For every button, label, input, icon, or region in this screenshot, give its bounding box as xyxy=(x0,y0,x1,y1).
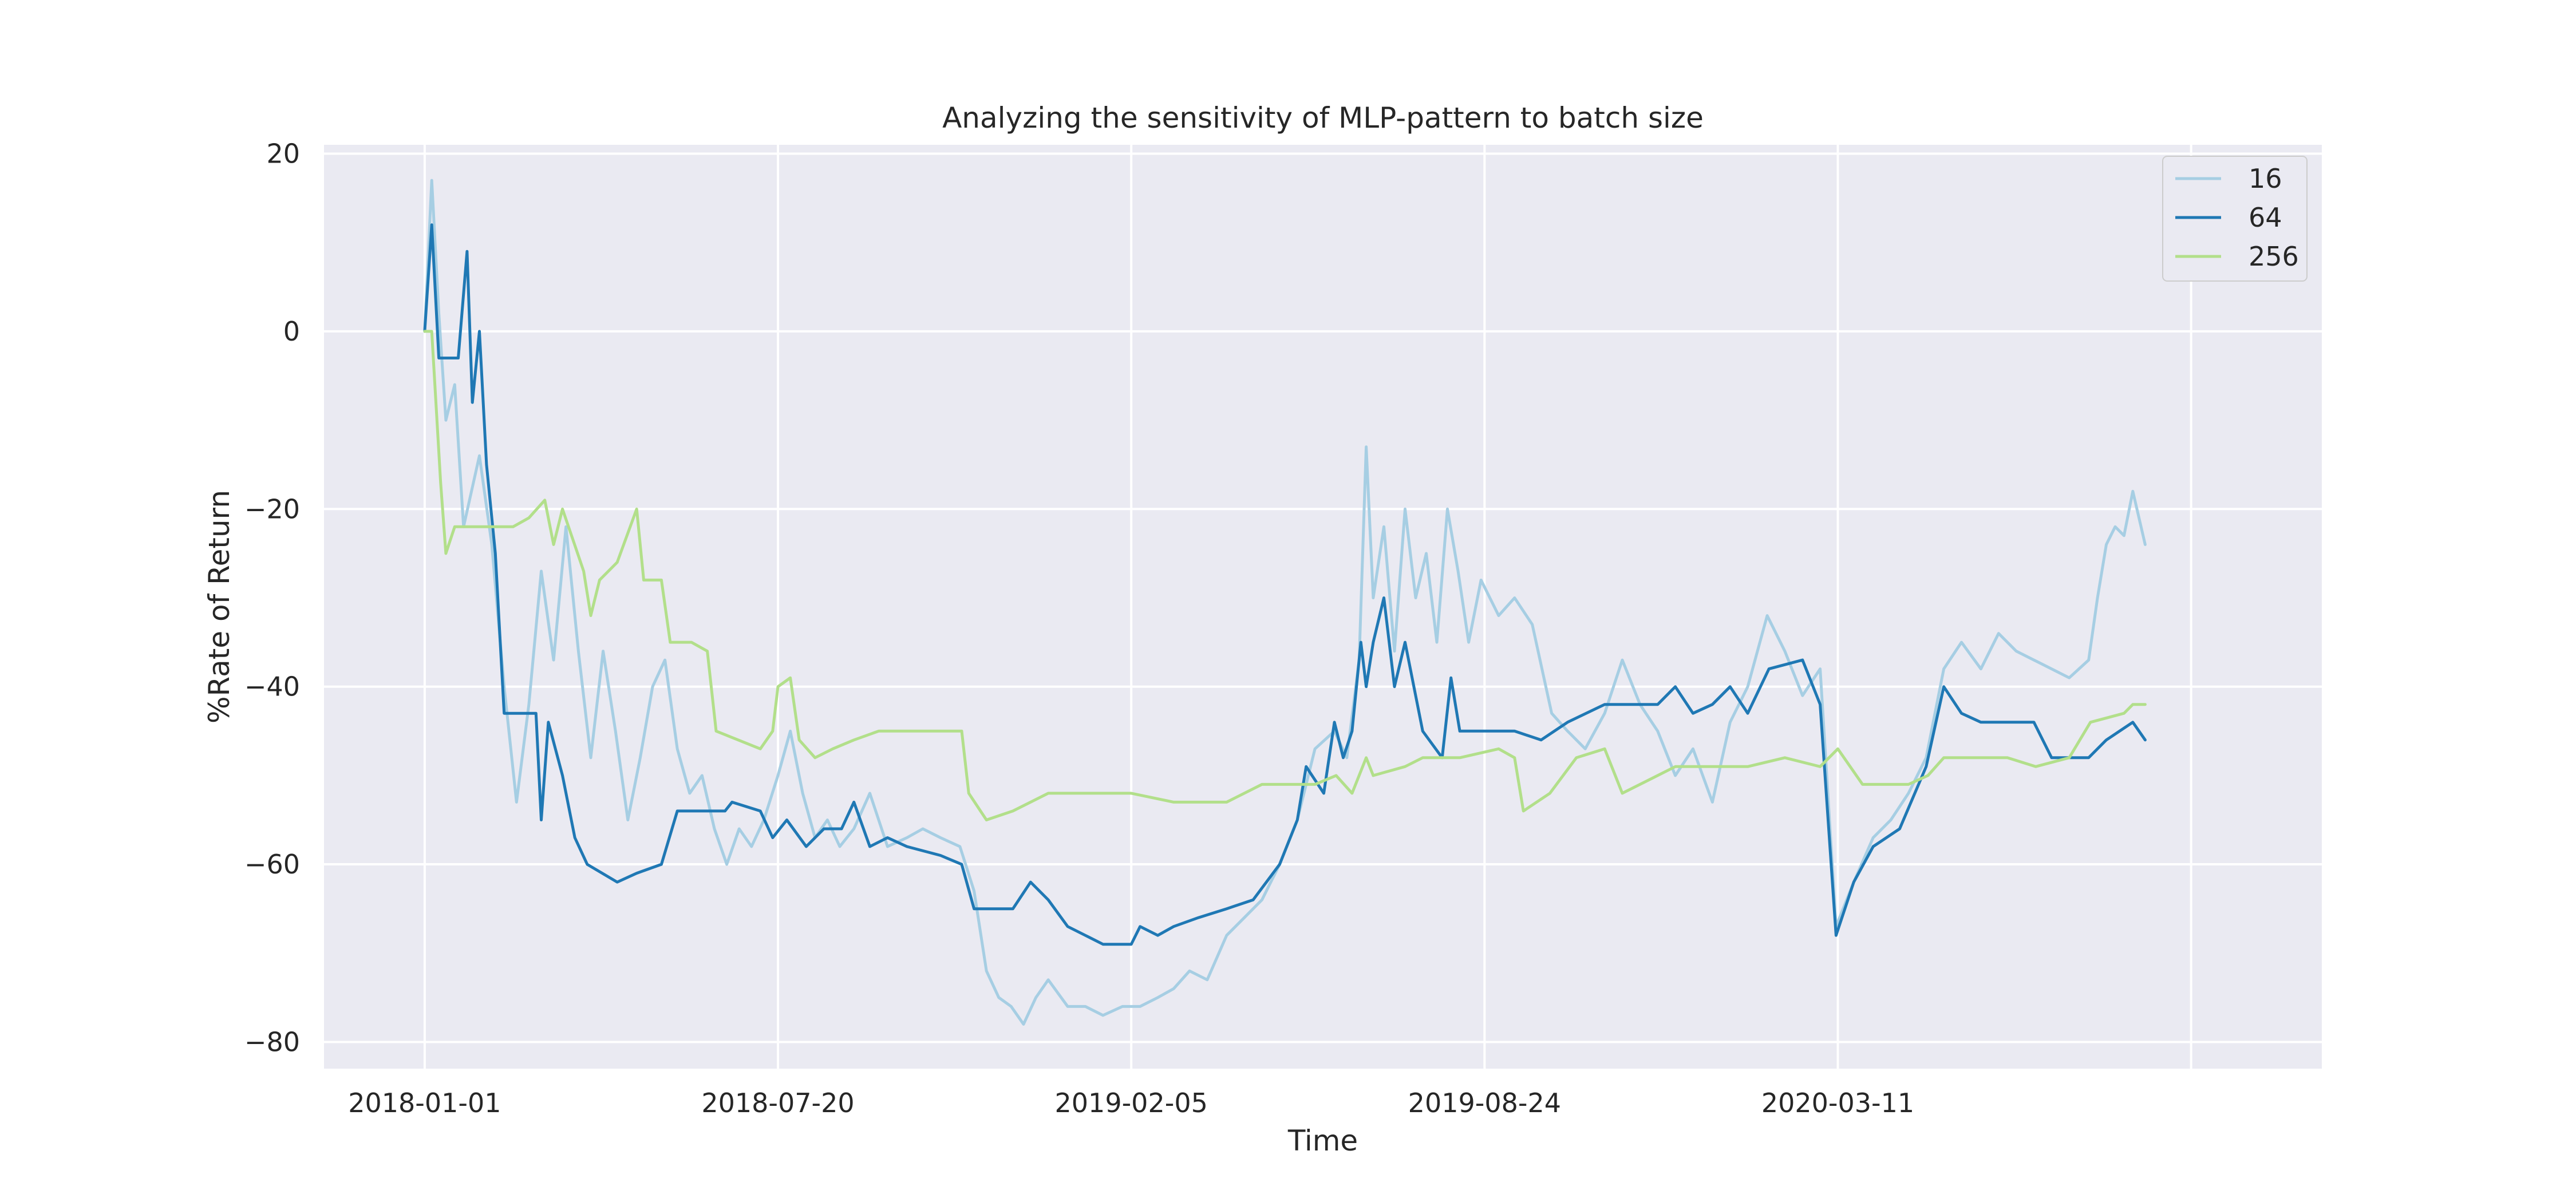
chart-title: Analyzing the sensitivity of MLP-pattern… xyxy=(942,101,1704,135)
y-tick-label: −20 xyxy=(244,493,300,524)
series-line-16 xyxy=(423,179,2147,1026)
legend: 16 64 256 xyxy=(2162,156,2308,282)
x-tick-label: 2018-07-20 xyxy=(701,1088,854,1118)
y-axis-label: %Rate of Return xyxy=(203,490,236,723)
y-tick-label: −60 xyxy=(244,849,300,880)
grid-lines xyxy=(324,145,2322,1069)
y-tick-label: −40 xyxy=(244,671,300,702)
y-tick-labels: 20 0 −20 −40 −60 −80 xyxy=(244,139,300,1058)
y-tick-label: −80 xyxy=(244,1026,300,1057)
x-tick-label: 2020-03-11 xyxy=(1761,1088,1914,1118)
x-tick-label: 2019-02-05 xyxy=(1055,1088,1208,1118)
series-lines xyxy=(423,179,2147,1026)
x-axis-label: Time xyxy=(1287,1124,1358,1157)
x-tick-labels: 2018-01-01 2018-07-20 2019-02-05 2019-08-24… xyxy=(348,1088,1914,1118)
legend-label-64: 64 xyxy=(2249,202,2282,233)
legend-label-256: 256 xyxy=(2249,241,2299,272)
legend-label-16: 16 xyxy=(2249,163,2282,194)
series-line-64 xyxy=(423,223,2147,946)
plot-area xyxy=(324,145,2322,1069)
series-line-256 xyxy=(423,330,2147,821)
x-tick-label: 2018-01-01 xyxy=(348,1088,501,1118)
y-tick-label: 0 xyxy=(283,316,300,347)
legend-box xyxy=(2162,156,2308,282)
y-tick-label: 20 xyxy=(266,139,300,169)
x-tick-label: 2019-08-24 xyxy=(1408,1088,1561,1118)
